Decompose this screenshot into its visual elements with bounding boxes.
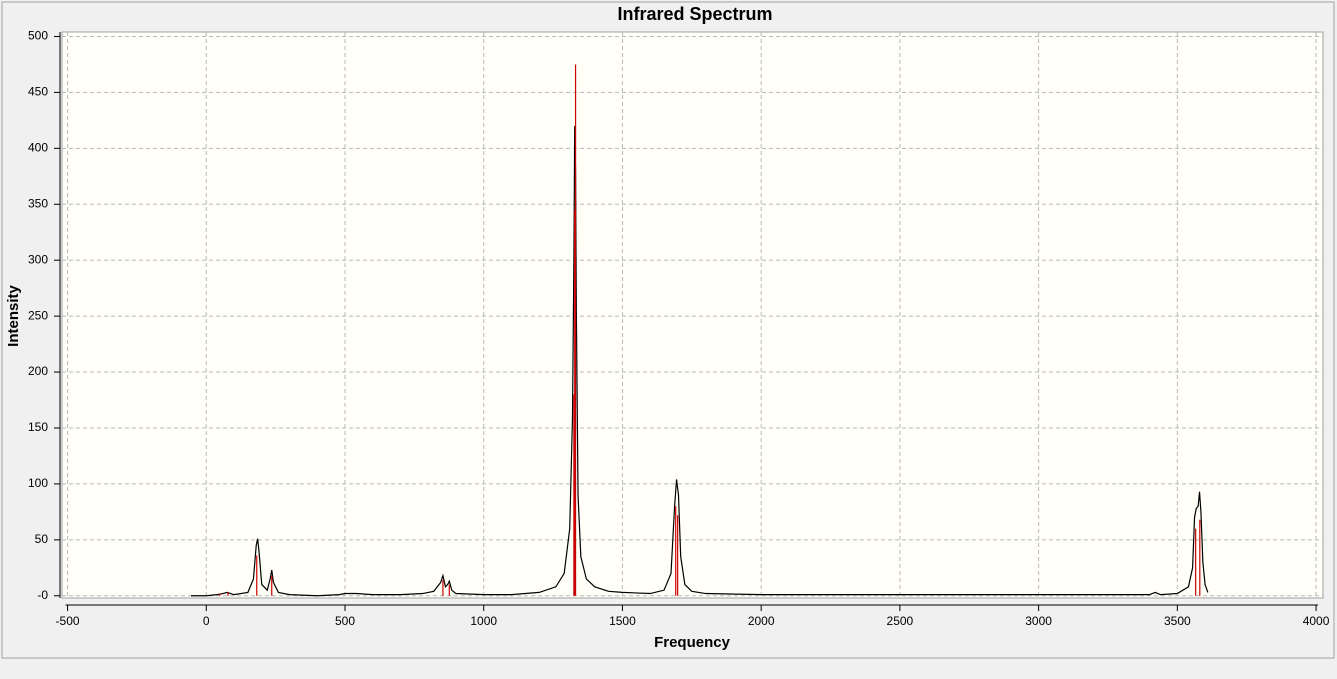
- x-tick-label: 2500: [887, 614, 914, 628]
- x-tick-label: 1500: [609, 614, 636, 628]
- y-tick-label: -0: [37, 588, 48, 602]
- y-axis-title: Intensity: [5, 285, 22, 347]
- x-tick-label: 4000: [1303, 614, 1330, 628]
- x-tick-label: 0: [203, 614, 210, 628]
- x-tick-label: 500: [335, 614, 355, 628]
- y-tick-label: 50: [35, 532, 49, 546]
- x-tick-label: 3000: [1025, 614, 1052, 628]
- y-tick-label: 150: [28, 420, 48, 434]
- y-tick-label: 200: [28, 364, 48, 378]
- y-tick-label: 400: [28, 141, 48, 155]
- y-tick-label: 300: [28, 252, 48, 266]
- x-tick-label: -500: [56, 614, 80, 628]
- y-tick-label: 250: [28, 308, 48, 322]
- y-tick-label: 100: [28, 476, 48, 490]
- x-tick-label: 1000: [470, 614, 497, 628]
- spectrum-line: [191, 125, 1209, 597]
- x-axis-title: Frequency: [654, 634, 731, 651]
- y-tick-label: 500: [28, 29, 48, 43]
- x-tick-label: 2000: [748, 614, 775, 628]
- chart-title: Infrared Spectrum: [617, 4, 772, 24]
- x-tick-label: 3500: [1164, 614, 1191, 628]
- y-tick-label: 350: [28, 196, 48, 210]
- y-tick-label: 450: [28, 85, 48, 99]
- plot-area: [61, 31, 1324, 599]
